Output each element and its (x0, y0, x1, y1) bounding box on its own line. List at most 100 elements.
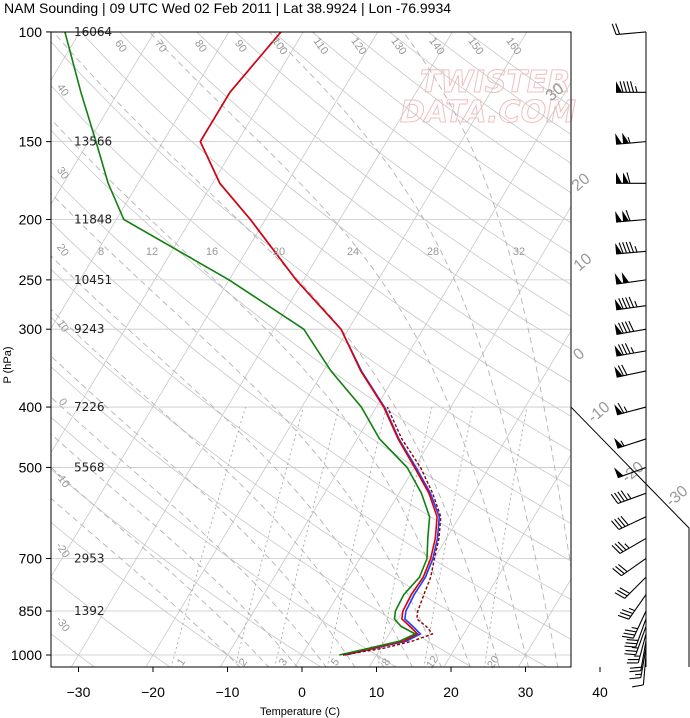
wind-barb (632, 654, 647, 688)
mixing-ratio-label: 2 (237, 656, 250, 668)
dry-adiabat-line (80, 32, 571, 417)
isotherm-line (51, 32, 155, 205)
dry-adiabat-line (51, 521, 247, 667)
isotherm-label: 70 (152, 38, 169, 55)
y-tick-label: 200 (19, 211, 43, 227)
moist-adiabat-label: 20 (273, 246, 285, 258)
wind-barb (621, 610, 647, 639)
wind-barb (611, 515, 647, 530)
right-edge-label: -10 (585, 399, 614, 427)
moist-adiabat-line (51, 255, 413, 667)
right-edge-label: -30 (663, 483, 690, 511)
wind-barb (614, 343, 647, 357)
wind-barb (614, 272, 647, 285)
dry-adiabat-line (51, 576, 171, 667)
isotherm-line (51, 32, 379, 578)
wind-barb (611, 537, 647, 554)
mixing-ratio-label: 12 (424, 654, 441, 671)
dewpoint-profile-line (64, 32, 431, 656)
mixing-ratio-line (484, 407, 528, 667)
isotherm-line (294, 205, 571, 667)
isotherm-line (51, 32, 230, 330)
mixing-ratio-label: 1 (175, 656, 188, 668)
moist-adiabat-line (402, 32, 571, 571)
mixing-ratio-label: 8 (380, 656, 393, 668)
y-tick-label: 1000 (11, 647, 42, 663)
dry-adiabat-line (196, 32, 571, 317)
wind-barb (629, 648, 647, 680)
mixing-ratio-line (423, 407, 474, 667)
dry-adiabat-line (51, 129, 571, 524)
moist-adiabat-label: 28 (427, 246, 439, 258)
dry-adiabat-label: -30 (53, 614, 72, 634)
height-label: 11848 (74, 212, 112, 226)
moist-adiabat-line (51, 192, 442, 667)
isotherm-label: 80 (192, 38, 209, 55)
isotherm-label: 140 (426, 35, 446, 57)
isotherm-line (592, 18, 690, 668)
height-label: 1392 (74, 604, 105, 618)
dry-adiabat-line (51, 316, 548, 667)
isotherm-label: 90 (232, 38, 249, 55)
isotherm-label: 110 (311, 36, 331, 57)
height-label: 13566 (74, 135, 112, 149)
wind-barb (617, 594, 647, 620)
dry-adiabat-line (51, 41, 571, 452)
wind-barb (614, 296, 647, 311)
moist-adiabat-label: 8 (98, 246, 104, 258)
moist-adiabat-line (268, 32, 559, 667)
dry-adiabat-label: 40 (54, 82, 71, 99)
series-layer (64, 32, 442, 656)
moist-adiabat-line (51, 355, 356, 667)
x-axis-label: Temperature (C) (260, 706, 340, 718)
moist-adiabat-line (51, 466, 270, 667)
mixing-ratio-line (274, 406, 340, 667)
isotherm-label: 130 (388, 35, 408, 57)
wind-barbs-layer (610, 23, 647, 688)
isotherm-label: 150 (465, 35, 485, 57)
mixing-ratio-label: 5 (329, 656, 342, 668)
wind-barb (616, 172, 646, 184)
y-tick-label: 300 (19, 321, 43, 337)
x-tick-label: −30 (67, 684, 91, 700)
wind-barb (615, 241, 647, 255)
dry-adiabat-line (51, 633, 96, 667)
dry-adiabat-line (157, 32, 571, 350)
right-edge-label: 20 (569, 170, 594, 195)
mixing-ratio-line (326, 406, 387, 667)
isotherm-line (0, 18, 14, 668)
y-tick-label: 400 (19, 399, 43, 415)
chart-title: NAM Sounding | 09 UTC Wed 02 Feb 2011 | … (4, 0, 451, 16)
wind-barb (616, 81, 646, 93)
wind-barb (615, 209, 647, 223)
wind-barb (611, 23, 647, 36)
right-edge-label: 10 (571, 250, 596, 275)
grid-layer (0, 18, 690, 668)
dry-adiabat-line (51, 416, 397, 667)
dry-adiabat-line (51, 268, 571, 640)
right-edge-label: 0 (570, 345, 588, 364)
dry-adiabat-line (51, 175, 571, 562)
dry-adiabat-label: -20 (53, 540, 72, 560)
x-tick-label: 0 (298, 684, 306, 700)
wind-barb (626, 633, 647, 664)
moist-adiabat-line (148, 32, 529, 667)
dry-adiabat-label: 0 (56, 396, 69, 408)
isotherm-line (443, 454, 571, 667)
y-tick-label: 850 (19, 603, 43, 619)
wind-barb (614, 576, 647, 599)
height-label: 9243 (74, 322, 105, 336)
y-tick-label: 700 (19, 550, 43, 566)
wind-barb (615, 132, 647, 145)
moist-adiabat-line (51, 308, 385, 667)
wind-panel-outline (570, 32, 690, 667)
y-tick-label: 150 (19, 134, 43, 150)
wind-barb (614, 437, 647, 449)
moist-adiabat-label: 12 (146, 246, 158, 258)
moist-adiabat-label: 24 (347, 246, 359, 258)
temperature-profile-line (199, 32, 438, 656)
wind-barb (614, 320, 647, 335)
x-tick-label: 30 (518, 684, 534, 700)
